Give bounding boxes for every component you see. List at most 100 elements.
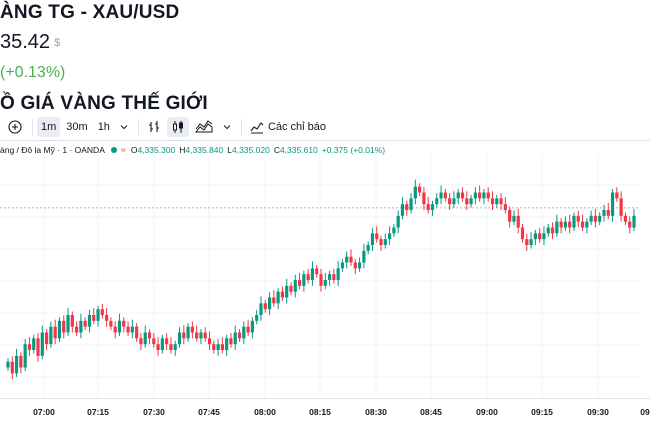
candle-body: [632, 215, 636, 228]
current-price: 35.42 $: [0, 31, 60, 54]
symbol-description: àng / Đô la Mỹ · 1 · OANDA: [0, 145, 105, 155]
candle-body: [563, 221, 567, 228]
candle-body: [585, 221, 589, 228]
time-tick: 09:30: [587, 407, 609, 417]
toolbar-divider: [240, 119, 242, 135]
indicators-button[interactable]: Các chỉ báo: [246, 117, 330, 137]
time-tick: 08:30: [365, 407, 387, 417]
candle-body: [315, 268, 319, 275]
low-value: 4,335.020: [231, 145, 270, 155]
candle-body: [606, 210, 610, 216]
close-key: C: [273, 145, 280, 155]
open-key: O: [130, 145, 138, 155]
candle-body: [465, 198, 469, 205]
candle-body: [388, 233, 392, 240]
candle-body: [525, 239, 529, 245]
candle-body: [555, 221, 559, 234]
interval-dropdown-button[interactable]: [116, 117, 132, 137]
candle-body: [529, 239, 533, 245]
candle-body: [156, 344, 160, 350]
candle-body: [490, 198, 495, 205]
candle-body: [177, 332, 182, 345]
candle-body: [469, 198, 473, 205]
candle-body: [623, 215, 628, 222]
candle-body: [27, 344, 32, 350]
candle-body: [126, 326, 130, 333]
candle-body: [182, 332, 186, 339]
candle-body: [100, 309, 104, 315]
candle-body: [379, 239, 383, 245]
high-key: H: [179, 145, 186, 155]
candle-body: [23, 344, 27, 368]
candle-body: [362, 250, 366, 263]
candle-body: [628, 221, 632, 228]
candle-body: [409, 198, 413, 210]
candle-body: [336, 268, 340, 280]
candle-body: [113, 326, 117, 333]
time-axis: 07:00 07:15 07:30 07:45 08:00 08:15 08:3…: [0, 398, 650, 434]
candle-body: [413, 186, 417, 199]
candle-body: [310, 268, 315, 280]
candle-body: [276, 291, 280, 304]
candle-body: [242, 326, 246, 339]
interval-1h-button[interactable]: 1h: [97, 121, 110, 133]
open-value: 4,335.300: [137, 145, 176, 155]
section-heading: Ồ GIÁ VÀNG THẾ GIỚI: [0, 93, 208, 114]
candle-body: [580, 221, 585, 228]
candle-body: [165, 338, 169, 345]
candle-body: [615, 192, 619, 199]
candle-body: [392, 227, 396, 234]
candle-body: [250, 320, 254, 333]
candle-body: [207, 338, 212, 345]
candle-body: [366, 245, 370, 251]
candle-body: [426, 204, 430, 210]
candlestick-icon: [172, 121, 183, 133]
chevron-down-icon: [120, 125, 128, 130]
candle-body: [297, 280, 302, 286]
candle-body: [6, 361, 10, 368]
candle-body: [233, 332, 237, 345]
candle-body: [306, 274, 310, 280]
candle-body: [323, 280, 327, 286]
chart-type-dropdown-button[interactable]: [219, 117, 235, 137]
candle-body: [319, 274, 323, 286]
candle-body: [550, 227, 555, 234]
bar-style-button[interactable]: [143, 117, 165, 137]
candle-body: [143, 332, 147, 345]
candlestick-chart[interactable]: [0, 155, 650, 398]
candle-body: [503, 204, 507, 210]
candle-body: [160, 338, 164, 350]
area-style-button[interactable]: [191, 117, 217, 137]
candle-body: [203, 332, 207, 339]
chevron-down-icon: [223, 125, 231, 130]
wave-icon: ≈: [120, 145, 126, 155]
candle-body: [512, 215, 516, 222]
time-tick: 09:15: [531, 407, 553, 417]
instrument-title: ÀNG TG - XAU/USD: [0, 2, 180, 23]
candle-body: [49, 326, 53, 345]
interval-30m-button[interactable]: 30m: [66, 121, 88, 133]
candle-body: [473, 192, 477, 199]
time-tick: 08:00: [254, 407, 276, 417]
candle-body: [280, 291, 285, 298]
candle-body: [619, 198, 623, 216]
candle-body: [370, 233, 375, 245]
interval-1m-button[interactable]: 1m: [37, 117, 61, 137]
candle-body: [237, 332, 242, 339]
candle-body: [293, 280, 297, 292]
candle-body: [216, 344, 220, 350]
toolbar-divider: [137, 119, 139, 135]
price-value: 35.42: [0, 31, 51, 53]
candle-body: [443, 192, 447, 199]
candle-style-button[interactable]: [166, 117, 189, 137]
candle-body: [349, 256, 353, 263]
candle-body: [289, 285, 293, 292]
toolbar-divider: [32, 119, 33, 135]
add-symbol-button[interactable]: [4, 117, 26, 137]
time-tick: 07:30: [143, 407, 165, 417]
time-tick: 07:00: [33, 407, 55, 417]
candle-body: [44, 332, 49, 345]
candle-body: [422, 192, 426, 205]
candle-body: [259, 303, 263, 315]
candle-body: [75, 326, 79, 333]
